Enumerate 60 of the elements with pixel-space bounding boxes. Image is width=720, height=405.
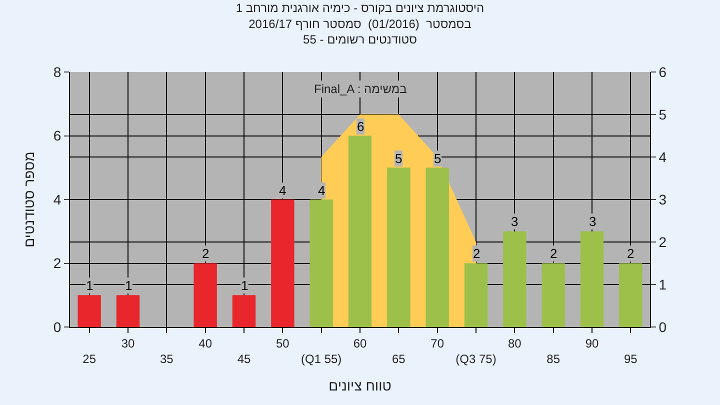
data-label: 2 — [473, 246, 480, 261]
y-tick-label: 4 — [53, 191, 62, 208]
x-tick-label: 35 — [160, 352, 174, 366]
x-tick-label: 90 — [585, 336, 599, 350]
x-tick-label: 40 — [198, 336, 212, 350]
y2-tick-label: 6 — [658, 64, 667, 80]
x-tick-label: (Q1 55) — [300, 352, 342, 366]
chart-subtitle: בסמסטר (01/2016) סמסטר חורף 2016/17 סטודנטים רשומים - 55 — [248, 16, 472, 46]
x-tick-label: 30 — [121, 336, 135, 350]
y-tick-label: 0 — [53, 318, 62, 335]
x-tick-label: 80 — [508, 336, 522, 350]
x-tick-label: 45 — [237, 352, 251, 366]
x-tick-label: 95 — [624, 352, 638, 366]
chart-title: היסטוגרמת ציונים בקורס - כימיה אורגנית מורחב 1 — [236, 1, 484, 16]
bar — [348, 136, 372, 327]
bar — [78, 295, 101, 327]
annotation: Final_A : במשימה — [314, 82, 407, 96]
x-tick-label: 65 — [392, 352, 406, 366]
data-label: 2 — [627, 246, 634, 261]
bar — [503, 231, 526, 327]
bar — [116, 295, 140, 327]
bar — [426, 168, 449, 327]
data-label: 4 — [279, 183, 286, 198]
y-tick-label: 6 — [53, 128, 62, 144]
y2-tick-label: 5 — [658, 106, 667, 122]
data-label: 1 — [86, 278, 94, 293]
data-label: 5 — [395, 151, 402, 166]
data-label: 4 — [318, 183, 326, 198]
data-label: 6 — [357, 119, 364, 134]
data-label: 5 — [434, 151, 442, 166]
y2-tick-label: 0 — [658, 318, 667, 335]
data-label: 1 — [241, 278, 248, 293]
x-tick-label: 85 — [546, 352, 560, 366]
x-tick-label: 60 — [353, 336, 367, 350]
bar — [232, 295, 256, 327]
y2-tick-label: 2 — [658, 234, 667, 250]
x-axis-title: טווח ציונים — [328, 377, 392, 394]
y-axis-title: מספר סטודנטים — [21, 152, 38, 248]
y2-tick-label: 4 — [658, 148, 667, 165]
data-label: 3 — [511, 214, 518, 229]
y2-tick-label: 3 — [658, 191, 667, 208]
x-tick-label: 25 — [82, 352, 96, 366]
bar — [542, 263, 565, 327]
data-label: 3 — [589, 214, 596, 229]
bar — [464, 263, 488, 327]
y-tick-label: 8 — [53, 64, 62, 80]
bar — [619, 263, 642, 327]
data-label: 2 — [202, 246, 210, 261]
bar — [271, 200, 294, 327]
x-tick-label: 50 — [276, 336, 290, 350]
y2-tick-label: 1 — [658, 276, 667, 292]
x-tick-label: 70 — [430, 336, 444, 350]
bar — [310, 200, 333, 327]
data-label: 1 — [125, 278, 132, 293]
bar — [194, 263, 217, 327]
bar — [387, 168, 410, 327]
x-tick-label: (Q3 75) — [456, 352, 496, 366]
y-tick-label: 2 — [53, 255, 62, 272]
bar — [580, 231, 604, 327]
data-label: 2 — [550, 246, 558, 261]
